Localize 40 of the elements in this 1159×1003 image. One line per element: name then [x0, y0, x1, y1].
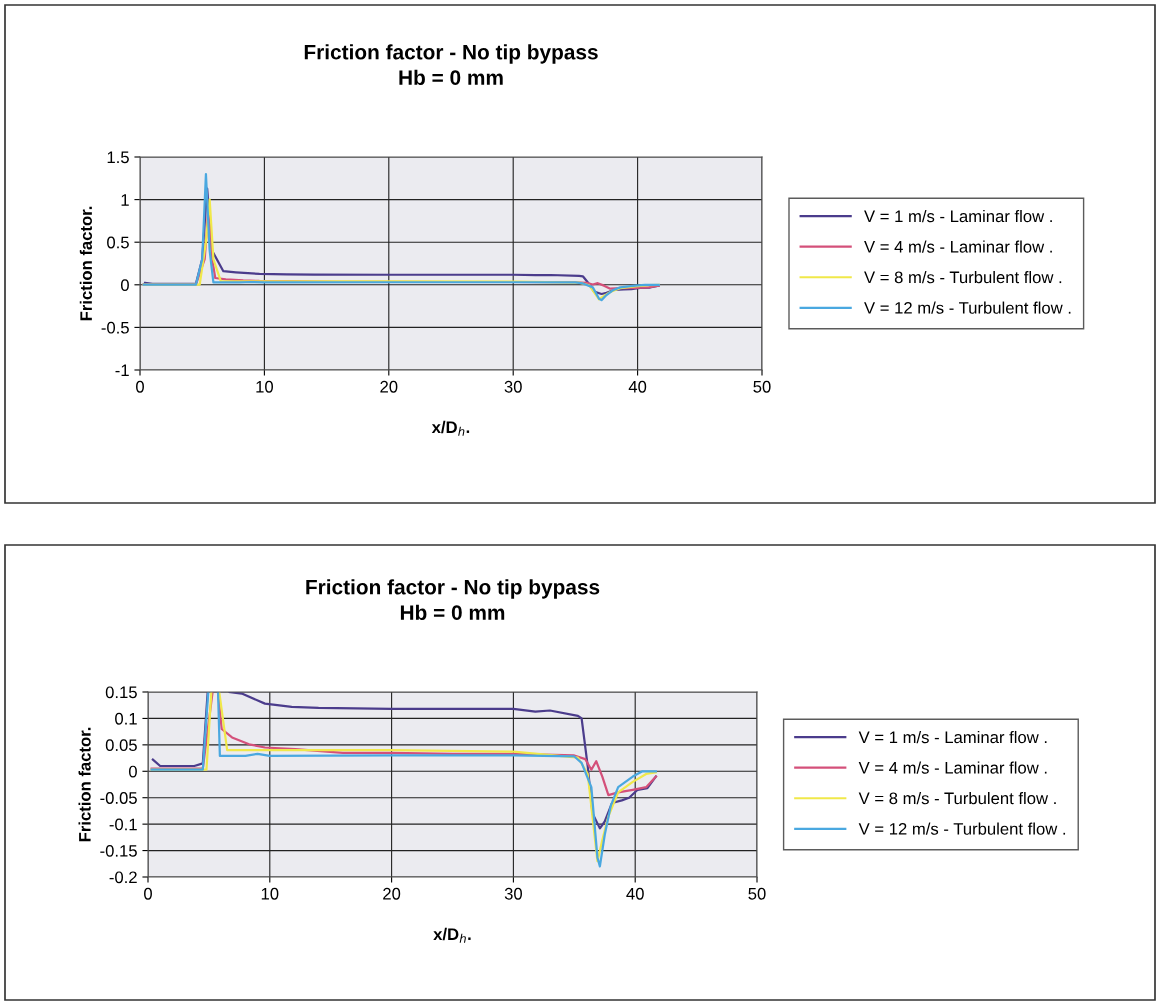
legend-label: V = 1 m/s - Laminar flow .	[864, 209, 1052, 223]
y-tick-label: 0	[120, 279, 129, 291]
legend-label: V = 12 m/s - Turbulent flow .	[864, 301, 1071, 314]
x-tick-label: 50	[753, 380, 771, 393]
legend-label: V = 8 m/s - Turbulent flow .	[858, 792, 1056, 805]
y-tick-label: 0	[128, 765, 137, 778]
y-tick-label: 0.05	[105, 739, 137, 752]
legend-label: V = 12 m/s - Turbulent flow .	[858, 822, 1066, 835]
y-tick-label: 0.5	[107, 236, 129, 249]
x-tick-label: 30	[504, 380, 522, 393]
y-tick-label: 1	[121, 194, 129, 206]
legend-label: V = 4 m/s - Laminar flow .	[864, 240, 1052, 253]
line-series	[142, 172, 660, 302]
y-tick-label: -1	[115, 364, 129, 377]
x-tick-label: 20	[380, 380, 398, 393]
chart-title: Friction factor - No tip bypass Hb = 0 mm	[306, 579, 600, 620]
x-axis-title: x/D$_{h}$.	[433, 927, 471, 943]
y-tick-label: 1.5	[107, 151, 129, 164]
chart-title: Friction factor - No tip bypass Hb = 0 mm	[304, 44, 598, 85]
x-tick-label: 40	[626, 887, 644, 900]
y-axis-title: Friction factor.	[79, 206, 93, 321]
y-tick-label: -0.2	[109, 871, 137, 884]
y-axis-title: Friction factor.	[78, 727, 91, 842]
y-tick-label: -0.15	[100, 844, 137, 857]
x-tick-label: 10	[256, 380, 274, 393]
y-tick-label: -0.05	[100, 792, 137, 804]
y-tick-label: -0.5	[101, 321, 129, 334]
x-tick-label: 10	[261, 887, 279, 900]
legend-label: V = 4 m/s - Laminar flow .	[858, 761, 1047, 774]
x-tick-label: 20	[383, 887, 401, 900]
y-tick-label: 0.15	[105, 686, 137, 699]
x-tick-label: 30	[504, 887, 523, 900]
legend-label: V = 8 m/s - Turbulent flow .	[864, 271, 1062, 284]
x-tick-label: 50	[748, 887, 766, 900]
y-tick-label: 0.1	[115, 712, 137, 725]
x-tick-label: 40	[628, 380, 647, 393]
x-axis-title: x/D$_{h}$.	[431, 420, 470, 436]
x-tick-label: 0	[144, 887, 152, 900]
y-tick-label: -0.1	[109, 818, 137, 831]
legend-label: V = 1 m/s - Laminar flow .	[858, 730, 1047, 744]
